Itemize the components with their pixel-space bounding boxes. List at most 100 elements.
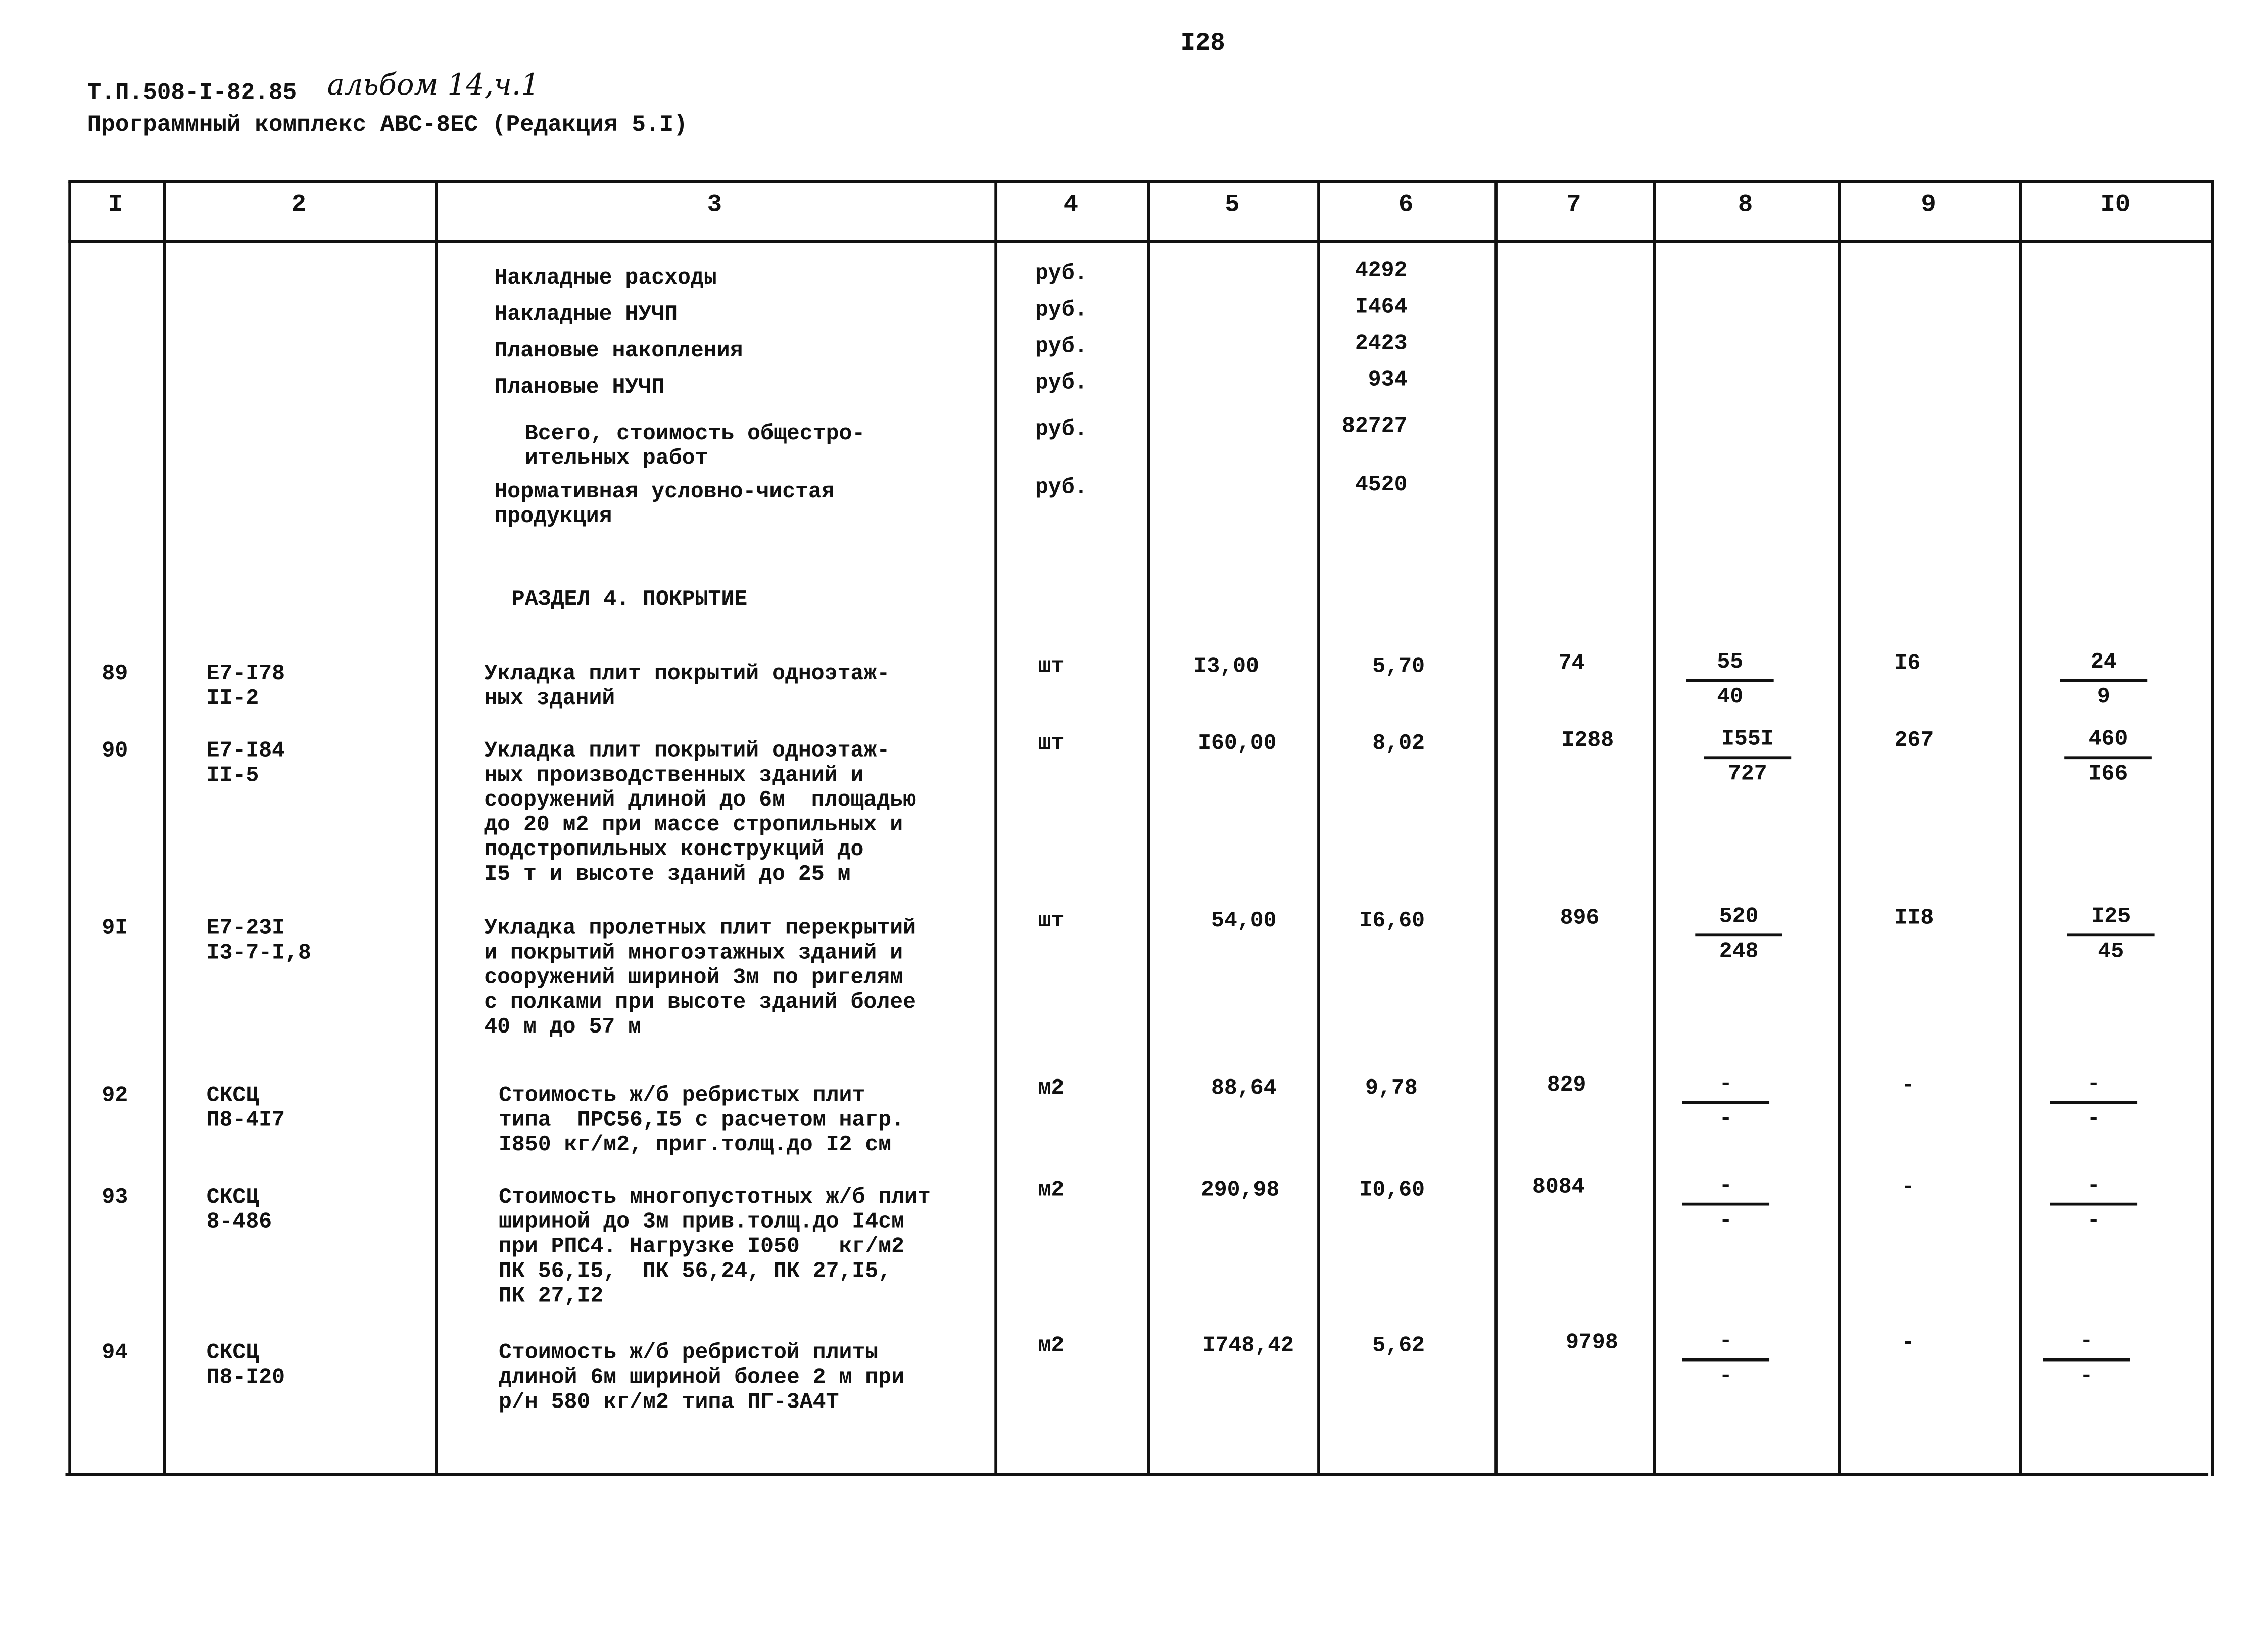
fraction-denominator: 40 [1717,685,1744,710]
row-col7: 9798 [1566,1331,1618,1355]
summary-unit: руб. [1035,334,1088,359]
row-description: Стоимость многопустотных ж/б плит ширино… [499,1185,931,1309]
fraction-denominator: 727 [1727,762,1767,787]
summary-label: Плановые НУЧП [494,375,665,400]
row-col5: I3,00 [1193,654,1260,679]
row-col9: - [1901,1073,1915,1098]
fraction-denominator: 45 [2098,939,2125,964]
row-col5: I60,00 [1198,731,1277,757]
row-col6: 5,70 [1372,654,1425,679]
row-number: 90 [102,738,128,764]
column-divider [163,181,166,1476]
table-bottom-border [65,1473,2209,1476]
row-code: Е7-23I I3-7-I,8 [206,916,311,966]
row-code: СКСЦ П8-I20 [206,1341,285,1390]
row-unit: шт [1038,654,1065,679]
row-unit: шт [1038,909,1065,934]
summary-label: Плановые накопления [494,339,743,364]
fraction-denominator: - [1719,1106,1732,1132]
column-divider [68,181,72,1476]
fraction-c8: -- [1682,1326,1770,1393]
summary-unit: руб. [1035,298,1088,323]
row-col7: 74 [1558,651,1585,677]
fraction-c10: I25 45 [2067,902,2155,968]
summary-label: Нормативная условно-чистая продукция [494,480,835,530]
header-divider [68,240,2214,243]
fraction-numerator: 460 [2064,724,2152,760]
fraction-c8: I55I 727 [1704,724,1792,791]
row-col6: 9,78 [1365,1076,1418,1101]
fraction-denominator: - [2080,1364,2093,1389]
fraction-numerator: - [1682,1069,1770,1104]
row-col9: I6 [1894,651,1921,677]
fraction-numerator: - [1682,1170,1770,1206]
row-description: Укладка плит покрытий одноэтаж- ных прои… [484,738,916,887]
summary-value: I464 [1355,295,1408,320]
summary-unit: руб. [1035,370,1088,396]
fraction-c8: -- [1682,1170,1770,1237]
row-col6: I0,60 [1359,1178,1425,1203]
row-col7: 829 [1547,1073,1586,1098]
fraction-denominator: - [2087,1106,2100,1132]
summary-value: 934 [1368,368,1408,393]
row-col6: I6,60 [1359,909,1425,934]
handwritten-note: альбом 14,ч.1 [327,67,540,102]
page-number: I28 [1180,30,1225,59]
fraction-numerator: I55I [1704,724,1792,760]
row-number: 92 [102,1083,128,1108]
column-divider [994,181,998,1476]
row-col7: 8084 [1532,1175,1585,1200]
fraction-denominator: I66 [2088,762,2128,787]
doc-code: Т.П.508-I-82.85 [87,80,297,107]
fraction-denominator: 248 [1719,939,1759,964]
row-number: 94 [102,1341,128,1366]
fraction-denominator: - [2087,1208,2100,1234]
row-col5: 290,98 [1200,1178,1280,1203]
fraction-c8: 520 248 [1695,902,1782,968]
summary-value: 2423 [1355,332,1408,357]
column-divider [1494,181,1498,1476]
column-divider [1147,181,1150,1476]
fraction-c10: 24 9 [2060,647,2148,714]
summary-value: 4520 [1355,473,1408,498]
summary-unit: руб. [1035,261,1088,287]
row-code: Е7-I84 II-5 [206,738,285,788]
section-title: РАЗДЕЛ 4. ПОКРЫТИЕ [511,587,748,613]
row-col9: 267 [1894,728,1934,754]
column-header: I [108,192,123,220]
row-col9: - [1901,1175,1915,1200]
row-code: СКСЦ 8-486 [206,1185,272,1235]
column-header: 4 [1063,192,1079,220]
row-unit: м2 [1038,1076,1065,1101]
column-divider [435,181,438,1476]
row-col7: I288 [1561,728,1614,754]
row-col5: 54,00 [1211,909,1277,934]
summary-label: Накладные расходы [494,266,717,291]
column-header: 2 [291,192,307,220]
fraction-c8: 55 40 [1686,647,1774,714]
row-col6: 5,62 [1372,1333,1425,1358]
summary-label: Накладные НУЧП [494,302,678,327]
fraction-denominator: - [1719,1364,1732,1389]
row-description: Стоимость ж/б ребристых плит типа ПРС56,… [499,1083,905,1158]
fraction-c10: -- [2043,1326,2130,1393]
summary-label: Всего, стоимость общестро- ительных рабо… [524,421,865,472]
row-unit: м2 [1038,1333,1065,1358]
row-col7: 896 [1560,906,1600,931]
column-header: 8 [1738,192,1753,220]
row-code: Е7-I78 II-2 [206,662,285,712]
row-description: Стоимость ж/б ребристой плиты длиной 6м … [499,1341,905,1415]
fraction-numerator: - [2043,1326,2130,1362]
row-number: 9I [102,916,128,941]
summary-value: 82727 [1341,414,1408,440]
row-number: 89 [102,662,128,687]
column-divider [2019,181,2022,1476]
row-unit: шт [1038,731,1065,757]
row-col9: - [1901,1331,1915,1355]
column-header: I0 [2100,192,2131,220]
fraction-c8: -- [1682,1069,1770,1136]
row-description: Укладка пролетных плит перекрытий и покр… [484,916,916,1040]
column-header: 3 [707,192,722,220]
fraction-numerator: I25 [2067,902,2155,937]
